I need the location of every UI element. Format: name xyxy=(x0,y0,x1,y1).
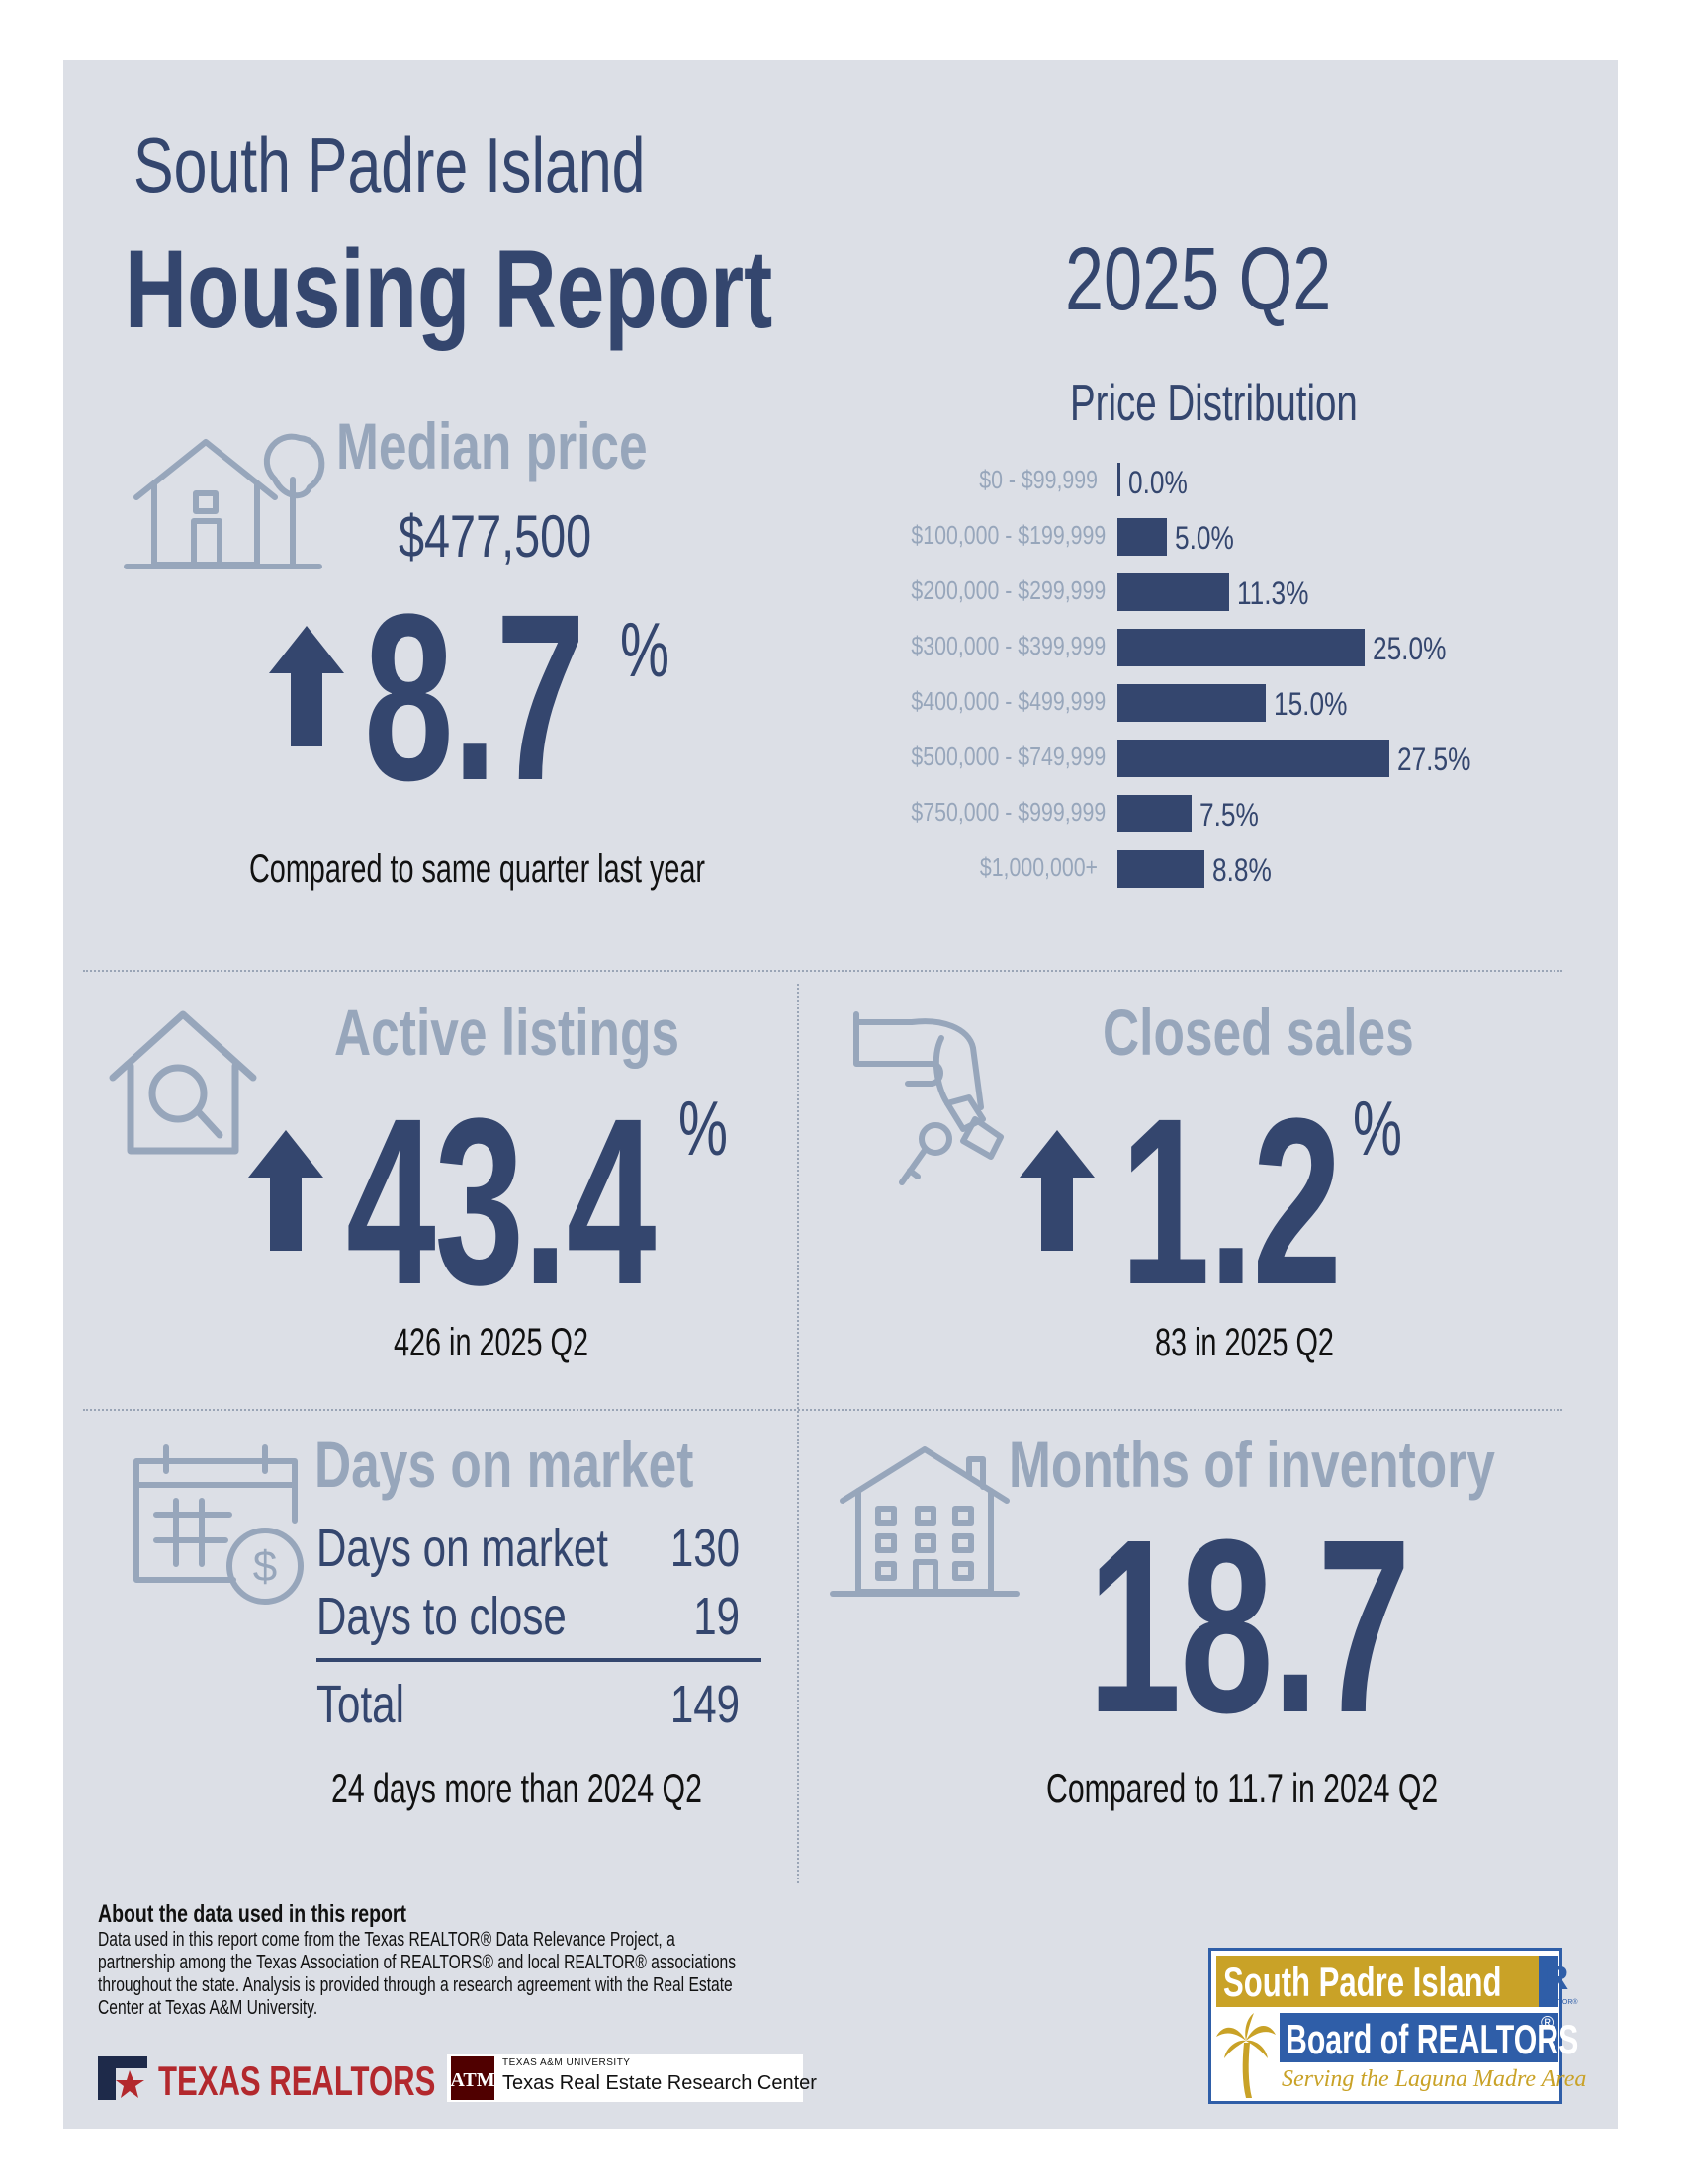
tamu-icon: ATM xyxy=(450,2056,495,2100)
days-on-market-note: 24 days more than 2024 Q2 xyxy=(331,1765,702,1811)
about-title: About the data used in this report xyxy=(98,1900,407,1928)
up-arrow-icon xyxy=(248,1130,323,1251)
price-bucket-bar xyxy=(1117,795,1192,832)
price-distribution-title: Price Distribution xyxy=(1070,375,1358,432)
divider-horizontal-1 xyxy=(83,970,1562,972)
dom-total-rule xyxy=(316,1658,761,1662)
active-listings-label: Active listings xyxy=(334,996,680,1069)
board-logo-line1: South Padre Island xyxy=(1223,1959,1502,2005)
price-bucket-value: 11.3% xyxy=(1237,575,1309,611)
closed-sales-note: 83 in 2025 Q2 xyxy=(1155,1321,1334,1364)
median-price-value: $477,500 xyxy=(399,503,592,569)
active-listings-change: 43.4 xyxy=(346,1069,657,1334)
dom-row-2-value: 19 xyxy=(693,1587,740,1646)
price-bucket-label: $100,000 - $199,999 xyxy=(911,520,1107,550)
dom-row-1-label: Days on market xyxy=(316,1519,608,1578)
price-bucket-bar xyxy=(1117,740,1389,777)
price-bucket-value: 7.5% xyxy=(1199,797,1259,832)
up-arrow-icon xyxy=(1020,1130,1095,1251)
price-bucket-bar xyxy=(1117,684,1266,722)
texas-realtors-wordmark: TEXAS REALTORS xyxy=(158,2057,436,2104)
price-bucket-bar xyxy=(1117,573,1229,611)
months-inventory-note: Compared to 11.7 in 2024 Q2 xyxy=(1046,1765,1439,1811)
price-bucket-label: $200,000 - $299,999 xyxy=(911,575,1107,605)
realtor-r-letter: R xyxy=(1544,1960,1569,1997)
price-bucket-bar xyxy=(1117,518,1167,556)
price-bucket-value: 25.0% xyxy=(1373,631,1447,666)
board-logo-top-band xyxy=(1216,1956,1539,2007)
divider-vertical xyxy=(797,984,799,1883)
price-bucket-value: 27.5% xyxy=(1397,742,1471,777)
tamu-small-label: TEXAS A&M UNIVERSITY xyxy=(502,2057,631,2068)
divider-horizontal-2 xyxy=(83,1409,1562,1411)
months-inventory-label: Months of inventory xyxy=(1009,1428,1495,1501)
board-logo-tagline: Serving the Laguna Madre Area xyxy=(1282,2066,1587,2092)
active-listings-unit: % xyxy=(678,1085,728,1172)
realtor-small-label: REALTOR® xyxy=(1541,1999,1578,2006)
dom-row-2-label: Days to close xyxy=(316,1587,567,1646)
realtor-r-mark xyxy=(1539,1956,1558,2007)
active-listings-note: 426 in 2025 Q2 xyxy=(394,1321,588,1364)
tamu-center-label: Texas Real Estate Research Center xyxy=(502,2072,817,2094)
price-bucket-value: 0.0% xyxy=(1128,465,1188,500)
hand-key-icon xyxy=(853,1011,1004,1185)
median-price-unit: % xyxy=(620,606,669,693)
price-bucket-value: 5.0% xyxy=(1175,520,1234,556)
svg-text:ATM: ATM xyxy=(450,2069,494,2091)
apartment-building-icon xyxy=(830,1446,1020,1597)
price-bucket-label: $1,000,000+ xyxy=(979,852,1098,882)
report-period: 2025 Q2 xyxy=(1065,230,1332,329)
median-price-change: 8.7 xyxy=(364,565,585,830)
report-panel xyxy=(63,60,1618,2129)
texas-realtors-logo-icon xyxy=(98,2056,147,2100)
price-bucket-label: $400,000 - $499,999 xyxy=(911,686,1107,716)
report-title: Housing Report xyxy=(125,227,773,351)
price-bucket-bar xyxy=(1117,629,1365,666)
palm-tree-icon xyxy=(1216,2013,1276,2098)
dom-row-1-value: 130 xyxy=(669,1519,740,1578)
price-bucket-label: $500,000 - $749,999 xyxy=(911,742,1107,771)
price-bucket-bar xyxy=(1117,463,1120,496)
days-on-market-label: Days on market xyxy=(314,1428,694,1501)
closed-sales-change: 1.2 xyxy=(1120,1069,1342,1334)
house-search-icon xyxy=(109,1010,257,1155)
price-bucket-label: $300,000 - $399,999 xyxy=(911,631,1107,660)
price-bucket-value: 15.0% xyxy=(1274,686,1348,722)
dom-total-value: 149 xyxy=(669,1675,740,1734)
median-price-label: Median price xyxy=(336,409,648,482)
about-text: Data used in this report come from the T… xyxy=(98,1929,737,2019)
price-bucket-label: $750,000 - $999,999 xyxy=(911,797,1107,827)
price-bucket-bar xyxy=(1117,850,1204,888)
report-location: South Padre Island xyxy=(133,122,646,209)
months-inventory-value: 18.7 xyxy=(1088,1488,1411,1764)
board-logo-line2: Board of REALTORS xyxy=(1286,2016,1579,2062)
price-bucket-value: 8.8% xyxy=(1212,852,1272,888)
tamu-logo xyxy=(447,2054,803,2102)
dom-total-label: Total xyxy=(316,1675,404,1734)
closed-sales-unit: % xyxy=(1353,1085,1402,1172)
calendar-dollar-icon: $ xyxy=(133,1444,304,1605)
house-tree-icon xyxy=(124,433,325,569)
board-logo-bottom-band xyxy=(1280,2013,1558,2062)
board-logo-reg: ® xyxy=(1541,2013,1555,2033)
median-price-note: Compared to same quarter last year xyxy=(249,847,706,891)
up-arrow-icon xyxy=(269,626,344,746)
svg-text:$: $ xyxy=(253,1542,277,1591)
price-bucket-label: $0 - $99,999 xyxy=(979,465,1098,494)
closed-sales-label: Closed sales xyxy=(1103,996,1414,1069)
